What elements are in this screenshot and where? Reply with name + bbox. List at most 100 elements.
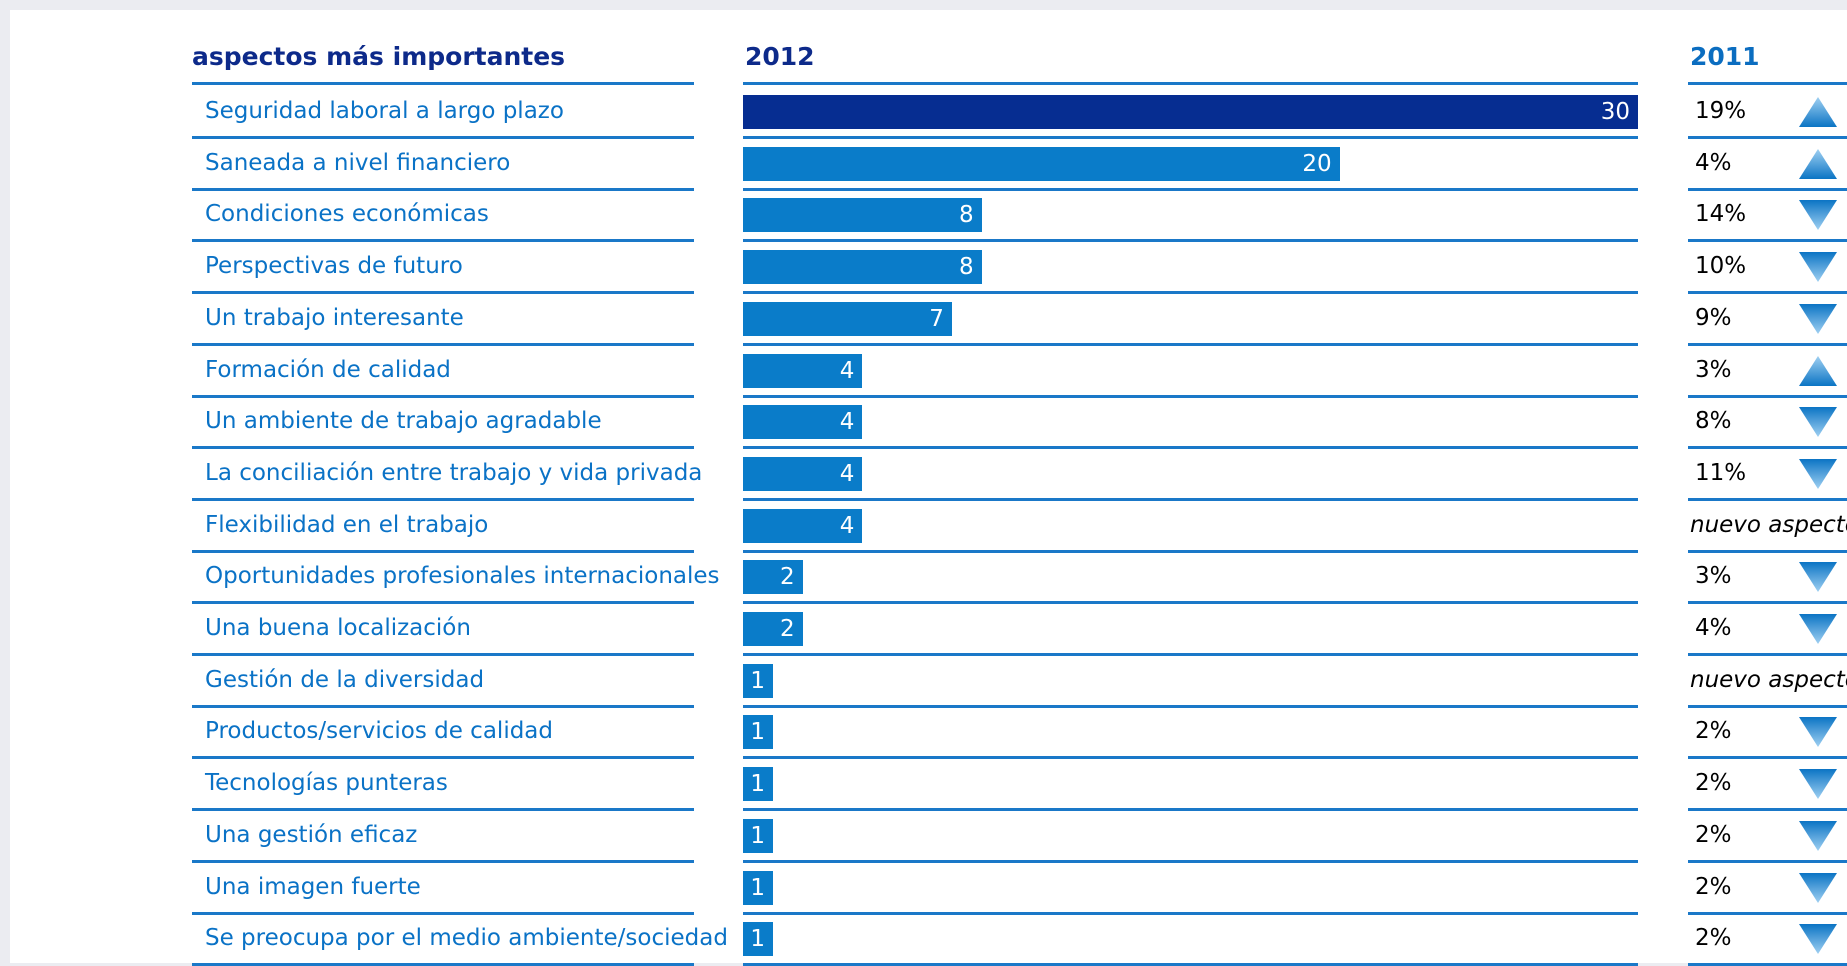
row-rule-2011	[1688, 136, 1847, 139]
value-2011: nuevo aspecto	[1690, 666, 1847, 693]
row-rule-aspects	[192, 239, 694, 242]
row-rule-2011	[1688, 498, 1847, 501]
row-rule-aspects	[192, 653, 694, 656]
bar-2012: 4	[743, 405, 863, 440]
row-rule-2012	[743, 343, 1638, 346]
triangle-down-icon	[1799, 562, 1837, 593]
row-rule-aspects	[192, 808, 694, 811]
row-rule-2011	[1688, 446, 1847, 449]
value-2011: 11%	[1695, 459, 1747, 486]
row-rule-2011	[1688, 188, 1847, 191]
row-rule-2012	[743, 653, 1638, 656]
row-rule-aspects	[192, 601, 694, 604]
bar-2012: 1	[743, 922, 773, 957]
bar-2012: 1	[743, 663, 773, 698]
category-label: Condiciones económicas	[205, 201, 489, 228]
row-rule-2011	[1688, 808, 1847, 811]
row-rule-2011	[1688, 291, 1847, 294]
row-rule-aspects	[192, 291, 694, 294]
value-2011: 2%	[1695, 770, 1732, 797]
row-rule-aspects	[192, 343, 694, 346]
row-rule-2011	[1688, 239, 1847, 242]
row-rule-aspects	[192, 860, 694, 863]
row-rule-2012	[743, 395, 1638, 398]
triangle-down-icon	[1799, 769, 1837, 800]
header-2011: 2011	[1690, 42, 1760, 71]
triangle-down-icon	[1799, 614, 1837, 644]
bar-2012: 4	[743, 456, 863, 491]
row-rule-2012	[743, 498, 1638, 501]
bar-2012: 7	[743, 301, 952, 336]
bar-2012: 30	[743, 95, 1638, 129]
bar-2012: 2	[743, 560, 803, 595]
value-2011: 4%	[1695, 615, 1732, 641]
header-rule-2011	[1688, 82, 1847, 85]
bar-2012: 1	[743, 715, 773, 750]
value-2011: 2%	[1695, 925, 1732, 952]
row-rule-2012	[743, 912, 1638, 915]
header-aspects: aspectos más importantes	[192, 42, 566, 71]
header-rule-2012	[743, 82, 1638, 85]
row-rule-aspects	[192, 705, 694, 708]
value-2011: 9%	[1695, 304, 1732, 331]
triangle-down-icon	[1799, 407, 1837, 438]
triangle-down-icon	[1799, 820, 1837, 851]
row-rule-aspects	[192, 446, 694, 449]
bar-2012: 2	[743, 612, 803, 646]
row-rule-aspects	[192, 395, 694, 398]
triangle-down-icon	[1799, 924, 1837, 955]
value-2011: 14%	[1695, 201, 1747, 228]
row-rule-2012	[743, 188, 1638, 191]
header-2012: 2012	[745, 42, 815, 71]
row-rule-aspects	[192, 756, 694, 759]
row-rule-2011	[1688, 550, 1847, 553]
row-rule-aspects	[192, 136, 694, 139]
row-rule-2012	[743, 136, 1638, 139]
category-label: Formación de calidad	[205, 356, 451, 383]
row-rule-2012	[743, 601, 1638, 604]
row-rule-2012	[743, 446, 1638, 449]
row-rule-aspects	[192, 912, 694, 915]
row-rule-aspects	[192, 550, 694, 553]
row-rule-2011	[1688, 860, 1847, 863]
triangle-down-icon	[1799, 200, 1837, 231]
triangle-down-icon	[1799, 717, 1837, 748]
bar-2012: 1	[743, 870, 773, 905]
row-rule-2012	[743, 291, 1638, 294]
triangle-down-icon	[1799, 252, 1837, 283]
row-rule-2012	[743, 756, 1638, 759]
value-2011: 2%	[1695, 718, 1732, 745]
triangle-up-icon	[1799, 148, 1837, 179]
category-label: Flexibilidad en el trabajo	[205, 511, 489, 538]
row-rule-2011	[1688, 705, 1847, 708]
category-label: Una gestión eficaz	[205, 821, 418, 848]
category-label: Productos/servicios de calidad	[205, 718, 553, 745]
row-rule-2011	[1688, 756, 1847, 759]
bar-2012: 4	[743, 508, 863, 543]
triangle-down-icon	[1799, 303, 1837, 334]
value-2011: 2%	[1695, 821, 1732, 848]
row-rule-2012	[743, 550, 1638, 553]
value-2011: 8%	[1695, 408, 1732, 435]
row-rule-2011	[1688, 912, 1847, 915]
category-label: Un trabajo interesante	[205, 304, 464, 331]
row-rule-2012	[743, 239, 1638, 242]
row-rule-2011	[1688, 653, 1847, 656]
row-rule-2011	[1688, 395, 1847, 398]
value-2011: 2%	[1695, 873, 1732, 900]
bar-2012: 20	[743, 146, 1340, 181]
bar-2012: 1	[743, 767, 773, 802]
value-2011: 19%	[1695, 98, 1747, 124]
category-label: Saneada a nivel financiero	[205, 149, 511, 176]
category-label: Una imagen fuerte	[205, 873, 421, 900]
row-rule-aspects	[192, 188, 694, 191]
triangle-down-icon	[1799, 872, 1837, 903]
bar-2012: 1	[743, 818, 773, 853]
category-label: Un ambiente de trabajo agradable	[205, 408, 602, 435]
category-label: Gestión de la diversidad	[205, 666, 485, 693]
value-2011: 10%	[1695, 253, 1747, 280]
category-label: Se preocupa por el medio ambiente/socied…	[205, 925, 728, 952]
row-rule-2012	[743, 808, 1638, 811]
header-rule-aspects	[192, 82, 694, 85]
